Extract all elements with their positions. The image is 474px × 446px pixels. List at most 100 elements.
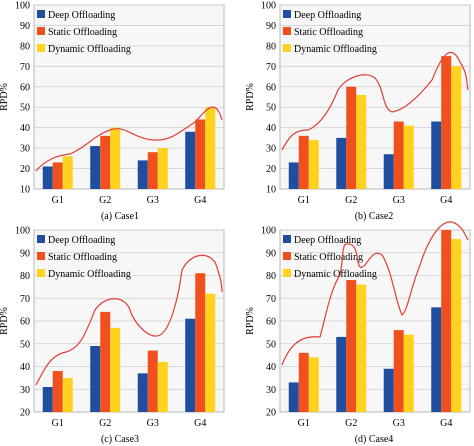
legend-label-deep-offloading: Deep Offloading bbox=[48, 235, 115, 246]
bar-deep-offloading-g4 bbox=[431, 307, 442, 412]
bar-dynamic-offloading-g3 bbox=[403, 334, 414, 412]
panel-b-caption: (b) Case2 bbox=[355, 211, 394, 222]
bar-dynamic-offloading-g4 bbox=[205, 293, 216, 412]
legend-swatch-deep-offloading bbox=[37, 235, 45, 243]
y-axis-label: RPD% bbox=[245, 307, 256, 335]
y-tick-label: 30 bbox=[266, 385, 276, 396]
bar-static-offloading-g1 bbox=[298, 352, 309, 412]
x-tick-label: G1 bbox=[298, 195, 310, 206]
legend-label-deep-offloading: Deep Offloading bbox=[294, 10, 361, 21]
y-tick-label: 10 bbox=[20, 185, 30, 196]
y-tick-label: 70 bbox=[20, 294, 30, 305]
y-tick-label: 30 bbox=[266, 144, 276, 155]
legend-label-dynamic-offloading: Dynamic Offloading bbox=[48, 44, 131, 55]
y-tick-label: 90 bbox=[266, 248, 276, 259]
legend-label-dynamic-offloading: Dynamic Offloading bbox=[294, 269, 377, 280]
x-tick-label: G3 bbox=[147, 418, 159, 429]
bar-deep-offloading-g3 bbox=[383, 368, 394, 412]
y-tick-label: 50 bbox=[266, 103, 276, 114]
panel-d-red-outline bbox=[281, 221, 469, 366]
legend-label-dynamic-offloading: Dynamic Offloading bbox=[294, 44, 377, 55]
x-tick-label: G2 bbox=[345, 418, 357, 429]
y-tick-label: 20 bbox=[266, 164, 276, 175]
legend-label-deep-offloading: Deep Offloading bbox=[48, 10, 115, 21]
x-tick-label: G2 bbox=[99, 195, 111, 206]
bar-deep-offloading-g1 bbox=[288, 382, 299, 412]
bar-deep-offloading-g1 bbox=[42, 386, 53, 412]
y-axis-label: RPD% bbox=[0, 307, 10, 335]
y-tick-label: 100 bbox=[15, 1, 30, 12]
x-tick-label: G2 bbox=[345, 195, 357, 206]
panel-c-caption: (c) Case3 bbox=[101, 434, 139, 445]
bar-deep-offloading-g1 bbox=[288, 162, 299, 189]
x-tick-label: G4 bbox=[194, 195, 206, 206]
bar-deep-offloading-g3 bbox=[383, 154, 394, 189]
y-tick-label: 40 bbox=[266, 123, 276, 134]
y-tick-label: 80 bbox=[266, 271, 276, 282]
x-tick-label: G1 bbox=[52, 418, 64, 429]
bar-dynamic-offloading-g2 bbox=[356, 94, 367, 189]
legend-label-static-offloading: Static Offloading bbox=[48, 252, 117, 263]
panel-c-red-outline bbox=[35, 254, 223, 386]
y-axis-label: RPD% bbox=[245, 83, 256, 111]
legend-swatch-deep-offloading bbox=[37, 10, 45, 18]
y-tick-label: 90 bbox=[20, 21, 30, 32]
y-tick-label: 100 bbox=[261, 226, 276, 237]
y-tick-label: 70 bbox=[266, 62, 276, 73]
x-tick-label: G3 bbox=[393, 195, 405, 206]
bar-dynamic-offloading-g4 bbox=[205, 107, 216, 189]
y-tick-label: 20 bbox=[266, 408, 276, 419]
bar-dynamic-offloading-g2 bbox=[110, 327, 121, 412]
bar-static-offloading-g3 bbox=[393, 121, 404, 189]
bar-dynamic-offloading-g1 bbox=[308, 357, 319, 412]
y-tick-label: 60 bbox=[266, 82, 276, 93]
bar-static-offloading-g2 bbox=[100, 135, 111, 189]
panel-a-red-outline bbox=[35, 106, 223, 172]
legend-label-dynamic-offloading: Dynamic Offloading bbox=[48, 269, 131, 280]
legend-swatch-deep-offloading bbox=[283, 10, 291, 18]
legend-label-static-offloading: Static Offloading bbox=[294, 27, 363, 38]
y-tick-label: 50 bbox=[20, 339, 30, 350]
legend-swatch-dynamic-offloading bbox=[37, 269, 45, 277]
bar-dynamic-offloading-g3 bbox=[157, 361, 168, 412]
bar-dynamic-offloading-g4 bbox=[451, 66, 462, 189]
y-tick-label: 80 bbox=[20, 41, 30, 52]
bar-deep-offloading-g3 bbox=[137, 160, 148, 189]
y-tick-label: 20 bbox=[20, 408, 30, 419]
bar-deep-offloading-g4 bbox=[431, 121, 442, 189]
x-tick-label: G4 bbox=[194, 418, 206, 429]
bar-deep-offloading-g4 bbox=[185, 131, 196, 189]
y-tick-label: 70 bbox=[266, 294, 276, 305]
y-tick-label: 30 bbox=[20, 144, 30, 155]
legend-swatch-static-offloading bbox=[283, 252, 291, 260]
bar-deep-offloading-g4 bbox=[185, 318, 196, 412]
bar-static-offloading-g3 bbox=[147, 350, 158, 412]
bar-deep-offloading-g3 bbox=[137, 373, 148, 412]
bar-static-offloading-g2 bbox=[100, 311, 111, 412]
bar-deep-offloading-g2 bbox=[336, 336, 347, 412]
y-tick-label: 40 bbox=[20, 362, 30, 373]
y-tick-label: 80 bbox=[266, 41, 276, 52]
chart-panel-b: 10 20 30 40 50 60 70 80 90 100 RPD% G1 G2 G3 G4 Deep Of… bbox=[245, 1, 471, 206]
x-tick-label: G1 bbox=[298, 418, 310, 429]
bar-dynamic-offloading-g1 bbox=[62, 377, 73, 412]
x-tick-label: G3 bbox=[147, 195, 159, 206]
bar-dynamic-offloading-g2 bbox=[356, 284, 367, 412]
bar-dynamic-offloading-g3 bbox=[157, 148, 168, 189]
bar-dynamic-offloading-g1 bbox=[62, 156, 73, 189]
y-tick-label: 30 bbox=[20, 385, 30, 396]
y-tick-label: 50 bbox=[20, 103, 30, 114]
y-tick-label: 60 bbox=[20, 317, 30, 328]
bar-deep-offloading-g2 bbox=[336, 137, 347, 189]
chart-panel-c: 20 30 40 50 60 70 80 90 100 RPD% G1 G2 G3 G4 Deep Offl… bbox=[0, 226, 225, 429]
bar-static-offloading-g3 bbox=[147, 152, 158, 189]
bar-static-offloading-g3 bbox=[393, 330, 404, 412]
bar-deep-offloading-g2 bbox=[90, 146, 101, 189]
y-tick-label: 100 bbox=[261, 1, 276, 12]
legend-label-deep-offloading: Deep Offloading bbox=[294, 235, 361, 246]
bar-dynamic-offloading-g4 bbox=[451, 239, 462, 412]
y-tick-label: 70 bbox=[20, 62, 30, 73]
legend-swatch-static-offloading bbox=[283, 27, 291, 35]
legend-label-static-offloading: Static Offloading bbox=[48, 27, 117, 38]
